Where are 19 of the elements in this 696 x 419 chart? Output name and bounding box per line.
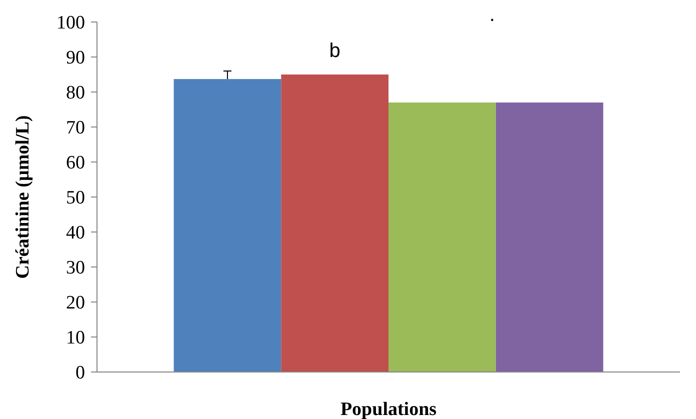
annotation: b <box>329 40 340 62</box>
y-tick-label: 70 <box>66 118 85 139</box>
y-tick-label: 60 <box>66 152 85 174</box>
y-tick-label: 0 <box>76 362 85 384</box>
bar <box>496 102 604 372</box>
y-tick-label: 90 <box>66 48 85 69</box>
y-tick-label: 50 <box>66 188 85 209</box>
y-tick-label: 100 <box>56 12 85 34</box>
y-axis-title: Créatinine (µmol/L) <box>12 115 34 279</box>
annotation: . <box>489 4 495 26</box>
bar <box>174 79 282 372</box>
y-tick-label: 30 <box>66 258 85 279</box>
y-tick-label: 80 <box>66 82 85 104</box>
y-tick-label: 20 <box>66 292 85 314</box>
bar <box>281 74 388 372</box>
x-axis-title: Populations <box>340 399 437 419</box>
y-tick-label: 10 <box>66 328 85 349</box>
bar <box>388 102 496 372</box>
y-tick-label: 40 <box>66 222 85 244</box>
